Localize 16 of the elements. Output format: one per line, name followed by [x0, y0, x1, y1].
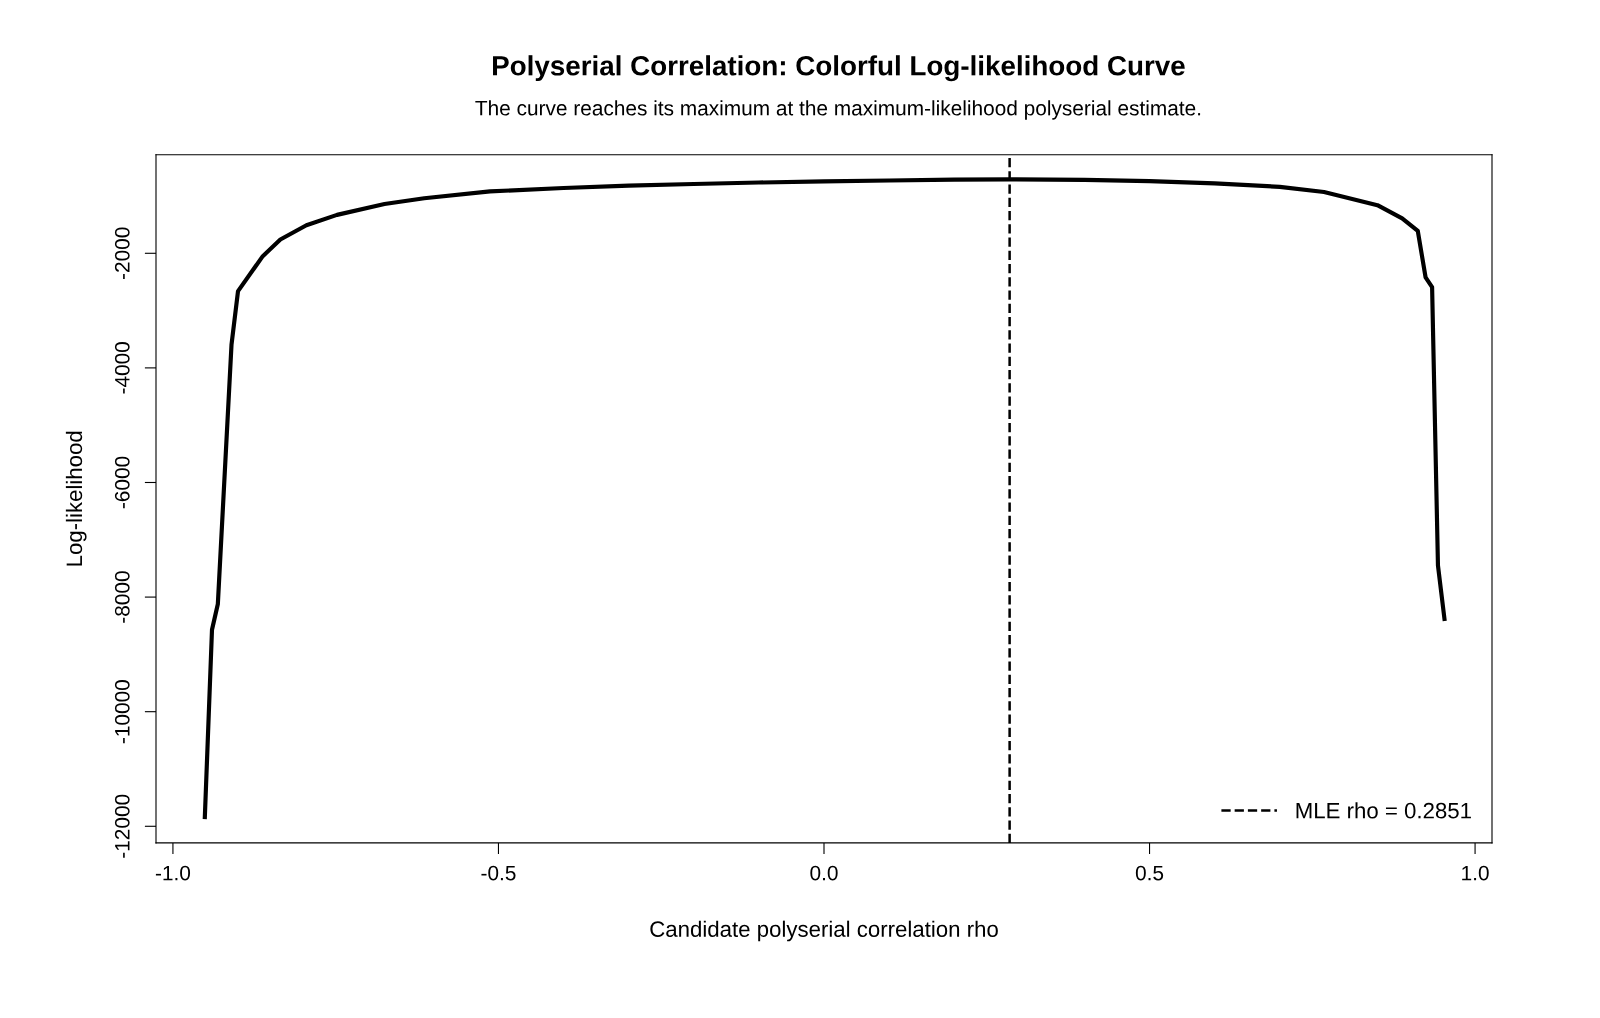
chart-subtitle: The curve reaches its maximum at the maximum-likelihood polyserial estimate.: [475, 100, 1201, 120]
x-tick-label: -0.5: [481, 865, 516, 881]
x-axis-title: Candidate polyserial correlation rho: [650, 920, 998, 942]
x-tick-label: -1.0: [155, 865, 191, 881]
y-tick-label: -2000: [114, 227, 130, 280]
y-tick-label: -8000: [114, 571, 130, 623]
y-axis-title: Log-likelihood: [65, 431, 87, 566]
chart-title: Polyserial Correlation: Colorful Log-likelihood Curve: [493, 55, 1185, 82]
x-tick-label: 0.5: [1135, 865, 1164, 881]
y-tick-label: -10000: [114, 680, 130, 744]
ref-line-label: MLE rho = 0.2851: [1296, 802, 1471, 819]
y-tick-label: -12000: [114, 794, 130, 858]
x-tick-label: 1.0: [1462, 865, 1489, 881]
x-tick-label: 0.0: [810, 865, 838, 881]
y-tick-label: -6000: [114, 456, 130, 509]
y-tick-label: -4000: [114, 342, 130, 394]
